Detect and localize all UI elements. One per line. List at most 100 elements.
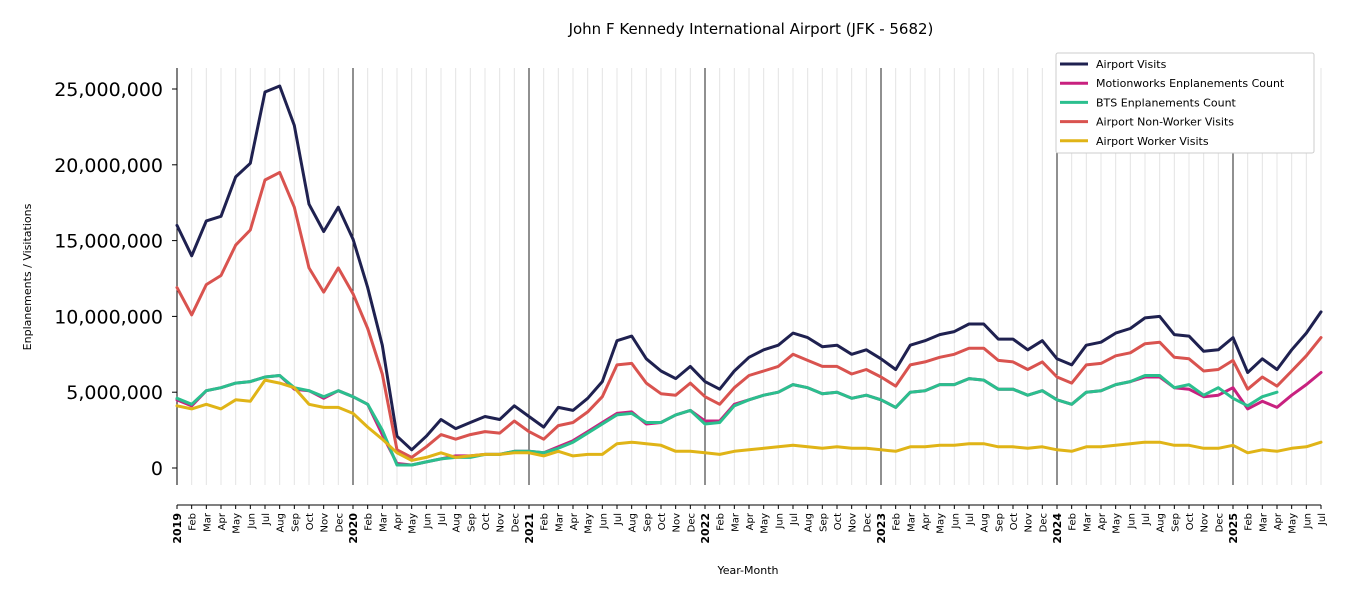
x-tick-label: Oct (305, 513, 316, 530)
x-axis-title: Year-Month (716, 564, 778, 577)
x-tick-label: Aug (276, 513, 287, 533)
x-tick-label: Aug (628, 513, 639, 533)
y-tick-labels: 0 5,000,000 10,000,000 15,000,000 20,000,000… (54, 79, 177, 480)
series-line-airport-non-worker-visits (175, 170, 1323, 459)
series-line-airport-worker-visits (175, 378, 1323, 462)
x-tick-label: 2022 (699, 513, 712, 544)
x-tick-label: May (760, 513, 771, 534)
x-tick-label: Feb (188, 513, 199, 531)
x-tick-label: Mar (1082, 512, 1093, 532)
x-tick-label: Sep (466, 513, 477, 532)
x-tick-label: Nov (320, 513, 331, 533)
x-tick-label: Mar (730, 512, 741, 532)
y-tick-label: 5,000,000 (66, 382, 163, 404)
x-tick-label: Jun (1126, 513, 1137, 530)
x-tick-label: Oct (1009, 513, 1020, 530)
x-tick-label: Mar (906, 512, 917, 532)
x-tick-label: Jun (246, 513, 257, 530)
y-tick-label: 15,000,000 (54, 231, 163, 253)
x-tick-label: Jun (774, 513, 785, 530)
x-tick-label: 2020 (347, 513, 360, 544)
x-tick-label: 2021 (523, 513, 536, 544)
x-tick-label: 2024 (1051, 513, 1064, 544)
x-tick-label: Apr (1097, 512, 1108, 530)
y-tick-label: 10,000,000 (54, 306, 163, 328)
x-tick-label: Jul (437, 513, 448, 526)
x-tick-label: Dec (510, 513, 521, 532)
x-tick-label: Apr (217, 512, 228, 530)
legend-label: Motionworks Enplanements Count (1096, 77, 1285, 90)
x-tick-label: Feb (1068, 513, 1079, 531)
x-tick-label: Jun (598, 513, 609, 530)
legend-label: Airport Non-Worker Visits (1096, 116, 1234, 129)
legend: Airport Visits Motionworks Enplanements C… (1055, 52, 1315, 154)
x-tick-label: Oct (481, 513, 492, 530)
x-tick-label: Dec (1038, 513, 1049, 532)
y-axis-title: Enplanements / Visitations (21, 203, 34, 350)
x-tick-label: Nov (496, 513, 507, 533)
x-tick-label: Dec (862, 513, 873, 532)
legend-label: Airport Visits (1096, 58, 1167, 71)
x-tick-label: Nov (672, 513, 683, 533)
x-tick-label: Jul (613, 513, 624, 526)
x-tick-label: Nov (1024, 513, 1035, 533)
y-tick-label: 25,000,000 (54, 79, 163, 101)
x-tick-labels: 2019 Feb Mar Apr May Jun Jul Aug Sep Oct Nov Dec 202… (171, 505, 1328, 544)
x-tick-label: Sep (642, 513, 653, 532)
x-tick-label: May (408, 513, 419, 534)
x-tick-label: May (936, 513, 947, 534)
x-tick-label: Feb (364, 513, 375, 531)
x-tick-label: May (584, 513, 595, 534)
x-tick-label: Feb (892, 513, 903, 531)
x-tick-label: Jun (950, 513, 961, 530)
x-tick-label: Jul (965, 513, 976, 526)
x-tick-label: Apr (921, 512, 932, 530)
x-tick-label: 2025 (1227, 513, 1240, 544)
x-tick-label: Jul (1141, 513, 1152, 526)
x-tick-label: Aug (804, 513, 815, 533)
x-tick-label: Dec (686, 513, 697, 532)
x-tick-label: Feb (1244, 513, 1255, 531)
x-tick-label: Oct (1185, 513, 1196, 530)
x-tick-label: Mar (1258, 512, 1269, 532)
x-tick-label: Sep (290, 513, 301, 532)
legend-frame (1055, 52, 1315, 154)
x-tick-label: 2023 (875, 513, 888, 544)
x-tick-label: 2019 (171, 513, 184, 544)
x-tick-label: Feb (540, 513, 551, 531)
y-tick-label: 0 (151, 458, 163, 480)
x-tick-label: Aug (1156, 513, 1167, 533)
x-tick-label: Jun (1302, 513, 1313, 530)
x-tick-label: Mar (378, 512, 389, 532)
x-tick-label: Jul (261, 513, 272, 526)
x-tick-label: Nov (1200, 513, 1211, 533)
x-tick-label: Sep (1170, 513, 1181, 532)
x-tick-label: Apr (745, 512, 756, 530)
x-tick-label: Dec (334, 513, 345, 532)
x-tick-label: Oct (657, 513, 668, 530)
x-tick-label: Aug (452, 513, 463, 533)
x-tick-label: Sep (818, 513, 829, 532)
series-lines (175, 84, 1323, 467)
series-line-airport-visits (175, 84, 1323, 452)
x-tick-label: Aug (980, 513, 991, 533)
x-tick-label: Feb (716, 513, 727, 531)
x-tick-label: Jul (789, 513, 800, 526)
x-tick-label: Jun (422, 513, 433, 530)
x-tick-label: Sep (994, 513, 1005, 532)
x-tick-label: May (1288, 513, 1299, 534)
series-line-bts-enplanements-count (175, 374, 1279, 467)
x-tick-label: Apr (1273, 512, 1284, 530)
legend-label: Airport Worker Visits (1096, 135, 1209, 148)
x-tick-label: Apr (569, 512, 580, 530)
x-tick-label: Jul (1317, 513, 1328, 526)
x-tick-label: Dec (1214, 513, 1225, 532)
x-tick-label: Oct (833, 513, 844, 530)
y-tick-label: 20,000,000 (54, 155, 163, 177)
legend-label: BTS Enplanements Count (1096, 96, 1237, 109)
x-tick-label: May (1112, 513, 1123, 534)
x-tick-label: Mar (554, 512, 565, 532)
x-tick-label: May (232, 513, 243, 534)
x-tick-label: Nov (848, 513, 859, 533)
